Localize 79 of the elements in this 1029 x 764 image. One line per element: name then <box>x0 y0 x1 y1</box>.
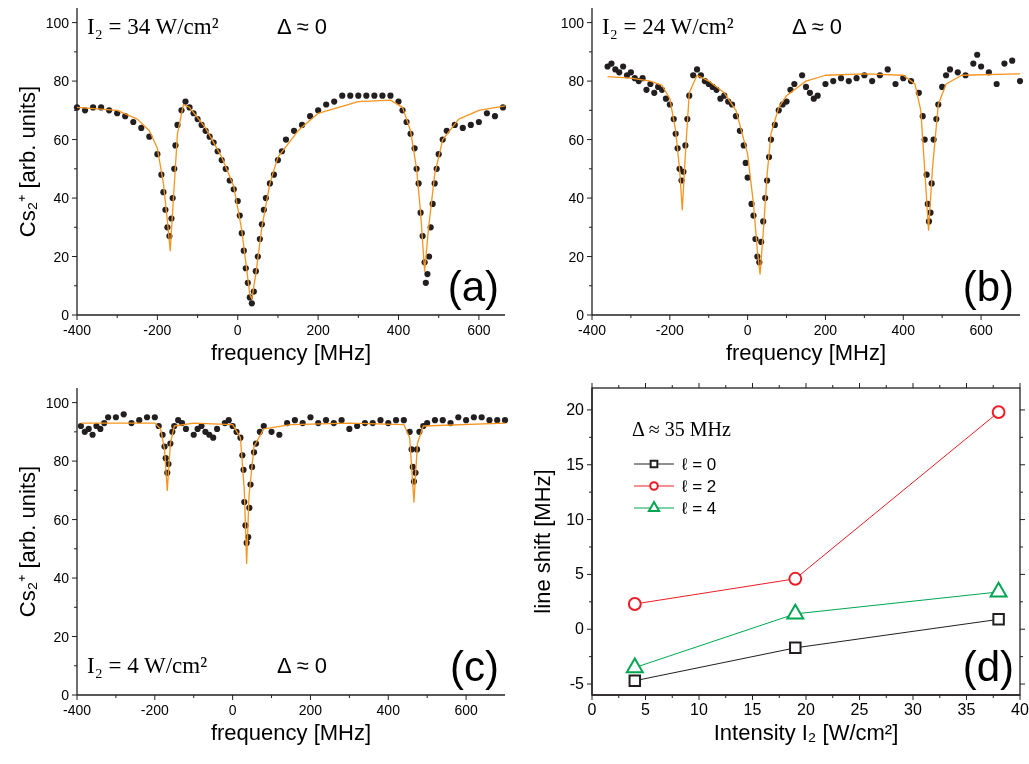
x-tick-label: 600 <box>467 322 491 338</box>
annotation: (a) <box>447 263 499 310</box>
y-tick-label: 60 <box>53 131 70 148</box>
x-tick-label: 25 <box>850 701 869 718</box>
legend-title: Δ ≈ 35 MHz <box>632 418 731 440</box>
x-tick-label: 5 <box>641 701 651 718</box>
x-tick-label: 30 <box>904 701 922 718</box>
annotation: I₂ = 4 W/cm² <box>87 653 208 678</box>
x-tick-label: 400 <box>376 702 401 718</box>
y-tick-label: 0 <box>575 620 585 638</box>
y-tick-label: 100 <box>45 394 70 411</box>
x-tick-label: 600 <box>454 702 478 718</box>
y-tick-label: 0 <box>61 307 70 323</box>
x-tick-label: 0 <box>228 702 237 718</box>
annotation: Δ ≈ 0 <box>792 14 843 39</box>
y-tick-label: 40 <box>568 190 585 207</box>
y-tick-label: 60 <box>53 511 70 528</box>
x-axis-title: Intensity I₂ [W/cm²] <box>713 720 899 745</box>
y-tick-label: 15 <box>566 455 585 473</box>
y-tick-label: 80 <box>53 73 70 90</box>
x-tick-label: 200 <box>306 322 331 338</box>
y-tick-label: 80 <box>53 453 70 470</box>
annotation: (c) <box>450 643 499 690</box>
x-tick-label: 35 <box>957 701 976 718</box>
x-tick-label: 15 <box>743 701 762 718</box>
legend-label: ℓ = 4 <box>681 499 717 518</box>
x-tick-label: 200 <box>298 702 323 718</box>
annotation: (b) <box>962 263 1014 310</box>
y-tick-label: 20 <box>566 400 585 418</box>
x-tick-label: 400 <box>386 322 411 338</box>
point <box>627 597 642 611</box>
y-tick-label: 100 <box>45 14 70 31</box>
x-tick-label: 40 <box>1011 701 1029 718</box>
y-tick-label: 100 <box>560 14 585 31</box>
x-tick-label: 20 <box>797 701 815 718</box>
y-tick-label: 40 <box>53 570 70 587</box>
x-tick-label: 0 <box>587 701 597 718</box>
x-tick-label: 200 <box>813 322 838 338</box>
y-axis-title: Cs₂⁺ [arb. units] <box>15 465 40 618</box>
x-tick-label: -200 <box>655 322 685 338</box>
x-axis-title: frequency [MHz] <box>725 340 887 365</box>
y-tick-label: 60 <box>568 131 585 148</box>
x-tick-label: 0 <box>743 322 752 338</box>
y-tick-label: 80 <box>568 73 585 90</box>
x-tick-label: -400 <box>577 322 607 338</box>
annotation: Δ ≈ 0 <box>277 14 328 39</box>
point <box>789 641 802 655</box>
x-axis-title: frequency [MHz] <box>210 340 372 365</box>
y-tick-label: 20 <box>568 248 585 265</box>
x-tick-label: -400 <box>62 702 92 718</box>
annotation: I₂ = 24 W/cm² <box>602 14 734 39</box>
y-tick-label: 10 <box>566 510 585 528</box>
point <box>628 674 642 687</box>
y-tick-label: -5 <box>569 675 585 693</box>
y-tick-label: 5 <box>575 565 585 583</box>
x-tick-label: 600 <box>969 322 993 338</box>
legend-label: ℓ = 2 <box>681 477 717 496</box>
x-tick-label: 400 <box>891 322 916 338</box>
y-tick-label: 0 <box>576 307 585 323</box>
point <box>992 613 1005 626</box>
point <box>991 405 1006 420</box>
y-tick-label: 20 <box>53 248 70 265</box>
x-tick-label: -200 <box>143 322 172 338</box>
y-tick-label: 40 <box>53 190 70 207</box>
y-tick-label: 0 <box>61 687 70 703</box>
annotation: (d) <box>962 643 1014 690</box>
x-tick-label: -200 <box>140 702 170 718</box>
y-axis-title: line shift [MHz] <box>530 469 555 614</box>
y-tick-label: 20 <box>53 628 70 645</box>
annotation: I₂ = 34 W/cm² <box>87 14 219 39</box>
point <box>625 657 644 674</box>
x-tick-label: 0 <box>233 322 242 338</box>
x-axis-title: frequency [MHz] <box>210 720 372 745</box>
legend-label: ℓ = 0 <box>681 455 717 474</box>
annotation: Δ ≈ 0 <box>277 653 328 678</box>
x-tick-label: -400 <box>62 322 92 338</box>
x-tick-label: 10 <box>690 701 708 718</box>
y-axis-title: Cs₂⁺ [arb. units] <box>15 85 40 238</box>
point <box>788 571 803 586</box>
